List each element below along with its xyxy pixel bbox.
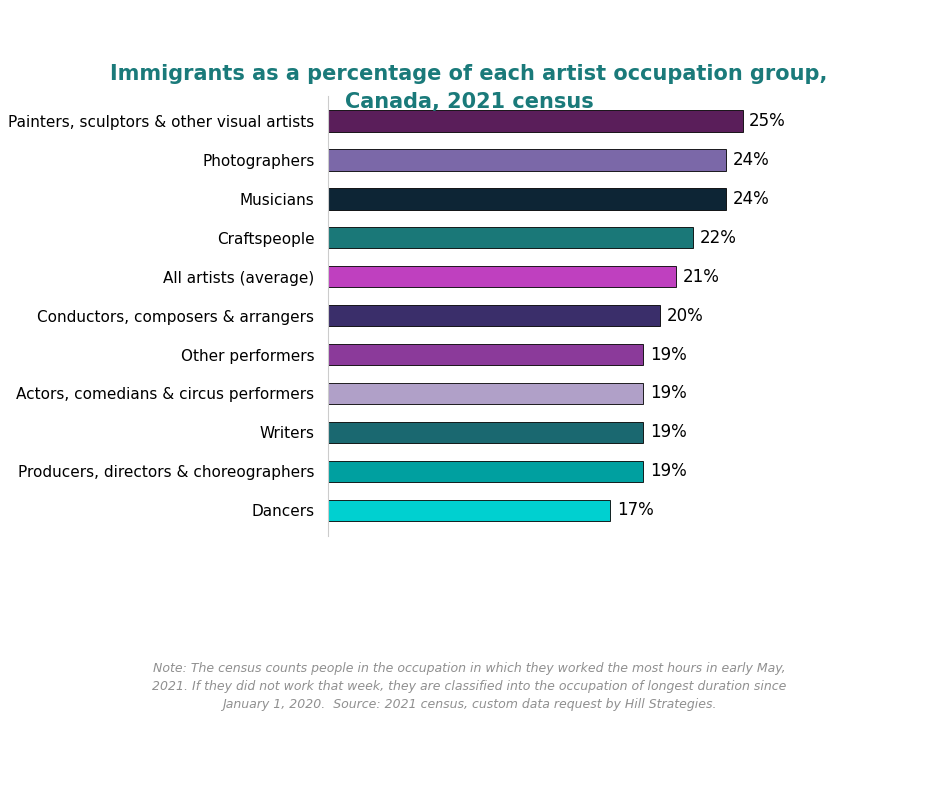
Bar xyxy=(328,422,643,443)
Bar xyxy=(328,305,659,326)
Text: 20%: 20% xyxy=(666,307,704,324)
Text: 24%: 24% xyxy=(733,190,769,208)
Text: 22%: 22% xyxy=(700,229,736,247)
Bar xyxy=(328,344,643,365)
Bar xyxy=(328,149,726,171)
Text: 19%: 19% xyxy=(650,462,687,481)
Text: 19%: 19% xyxy=(650,384,687,402)
Bar xyxy=(328,266,676,288)
Text: 19%: 19% xyxy=(650,346,687,363)
Bar xyxy=(328,500,610,521)
Text: 17%: 17% xyxy=(616,501,654,519)
Text: Immigrants as a percentage of each artist occupation group,
Canada, 2021 census: Immigrants as a percentage of each artis… xyxy=(111,64,827,112)
Text: 21%: 21% xyxy=(683,268,719,285)
Text: 19%: 19% xyxy=(650,423,687,442)
Bar xyxy=(328,383,643,404)
Bar xyxy=(328,227,693,249)
Text: Note: The census counts people in the occupation in which they worked the most h: Note: The census counts people in the oc… xyxy=(152,662,786,710)
Bar xyxy=(328,110,743,132)
Bar xyxy=(328,461,643,482)
Text: 24%: 24% xyxy=(733,151,769,169)
Text: 25%: 25% xyxy=(749,112,786,130)
Bar xyxy=(328,188,726,210)
